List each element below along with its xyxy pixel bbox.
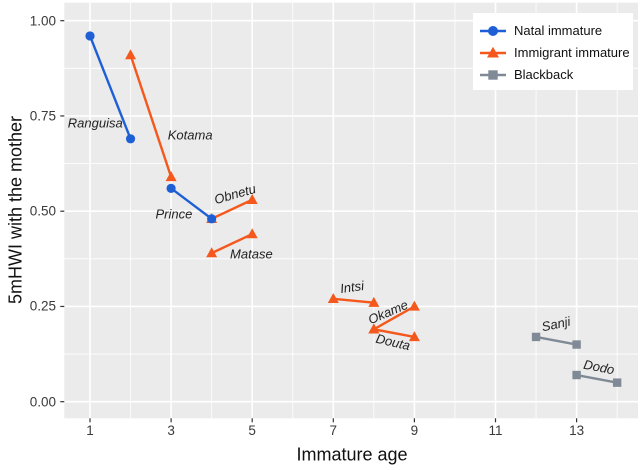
- series-line-prince: [170, 187, 213, 220]
- legend-row-immigrant: Immigrant immature: [478, 42, 633, 63]
- series-line-matase: [211, 232, 253, 255]
- series-line-intsi: [333, 297, 374, 304]
- y-tick-label: 0.25: [29, 298, 56, 314]
- data-point-marker: [206, 247, 218, 258]
- data-point-marker: [165, 171, 177, 182]
- blackback-key-icon: [480, 69, 506, 80]
- x-tick-label: 3: [167, 423, 175, 438]
- y-tick-label: 0.50: [29, 203, 56, 219]
- x-axis-title: Immature age: [296, 444, 408, 465]
- y-tick-label: 0.75: [29, 108, 56, 124]
- series-line-okame: [373, 305, 415, 331]
- legend-label-immigrant: Immigrant immature: [514, 45, 630, 60]
- data-point-marker: [531, 332, 541, 342]
- x-tick-label: 11: [488, 423, 503, 438]
- series-line-obnetu: [211, 198, 253, 220]
- data-point-marker: [125, 134, 136, 144]
- data-point-marker: [408, 331, 420, 342]
- data-point-marker: [408, 300, 420, 311]
- series-line-sanji: [535, 335, 577, 346]
- point-label-kotama: Kotama: [167, 127, 213, 143]
- data-point-marker: [207, 214, 217, 224]
- data-point-marker: [246, 228, 258, 239]
- immigrant-immature-key-icon: [480, 46, 506, 57]
- y-tick-label: 0.00: [29, 394, 56, 410]
- point-label-prince: Prince: [155, 206, 193, 222]
- x-tick-label: 5: [248, 423, 256, 438]
- natal-immature-key-icon: [480, 25, 506, 36]
- data-point-marker: [327, 293, 339, 304]
- legend-key-marker: [487, 46, 499, 57]
- y-tick-label: 1.00: [29, 13, 56, 29]
- data-point-marker: [368, 296, 380, 307]
- data-point-marker: [572, 370, 581, 380]
- data-point-marker: [572, 340, 581, 349]
- x-tick-label: 7: [329, 423, 338, 438]
- point-label-intsi: Intsi: [339, 277, 365, 296]
- legend-row-blackback: Blackback: [478, 64, 633, 85]
- data-point-marker: [246, 193, 258, 204]
- x-tick-label: 1: [86, 423, 94, 438]
- series-line-ranguisa: [88, 35, 132, 140]
- data-point-marker: [368, 323, 380, 334]
- series-line-douta: [373, 328, 415, 339]
- series-line-dodo: [576, 373, 618, 384]
- data-point-marker: [85, 31, 95, 41]
- legend-row-natal: Natal immature: [478, 20, 633, 41]
- series-line-kotama: [129, 54, 173, 178]
- data-point-marker: [125, 49, 137, 60]
- legend-key-marker: [488, 69, 498, 80]
- x-tick-label: 9: [410, 423, 419, 438]
- data-point-marker: [166, 183, 176, 193]
- legend-label-natal: Natal immature: [514, 23, 603, 38]
- legend-key-marker: [488, 25, 498, 36]
- x-tick-label: 13: [569, 423, 585, 438]
- point-label-ranguisa: Ranguisa: [67, 115, 123, 131]
- data-point-marker: [612, 378, 622, 387]
- legend-label-blackback: Blackback: [514, 67, 574, 82]
- legend: Natal immature Immigrant immature Blackb…: [473, 13, 633, 90]
- point-label-matase: Matase: [230, 246, 273, 262]
